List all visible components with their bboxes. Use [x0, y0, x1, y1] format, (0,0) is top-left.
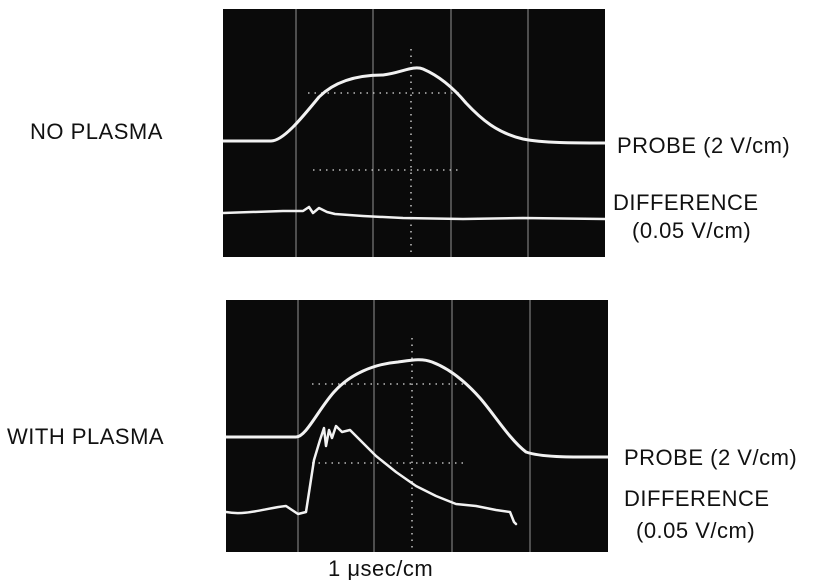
no-plasma-difference-trace	[223, 205, 605, 221]
no-plasma-oscilloscope-screen	[223, 9, 605, 257]
no-plasma-probe-trace	[223, 66, 605, 145]
with-plasma-oscilloscope-screen	[226, 300, 608, 552]
with-plasma-label: WITH PLASMA	[7, 424, 165, 449]
time-scale-label: 1 μsec/cm	[328, 556, 434, 581]
with-plasma-probe-label: PROBE (2 V/cm)	[624, 445, 798, 470]
with-plasma-difference-scale: (0.05 V/cm)	[636, 518, 756, 543]
with-plasma-probe-trace	[226, 358, 608, 459]
no-plasma-difference-label: DIFFERENCE	[613, 190, 759, 215]
no-plasma-trace-plot	[223, 9, 605, 257]
no-plasma-difference-scale: (0.05 V/cm)	[632, 218, 752, 243]
with-plasma-difference-label: DIFFERENCE	[624, 486, 770, 511]
no-plasma-probe-label: PROBE (2 V/cm)	[617, 133, 791, 158]
with-plasma-trace-plot	[226, 300, 608, 552]
with-plasma-difference-trace	[226, 424, 518, 526]
no-plasma-label: NO PLASMA	[30, 119, 163, 144]
